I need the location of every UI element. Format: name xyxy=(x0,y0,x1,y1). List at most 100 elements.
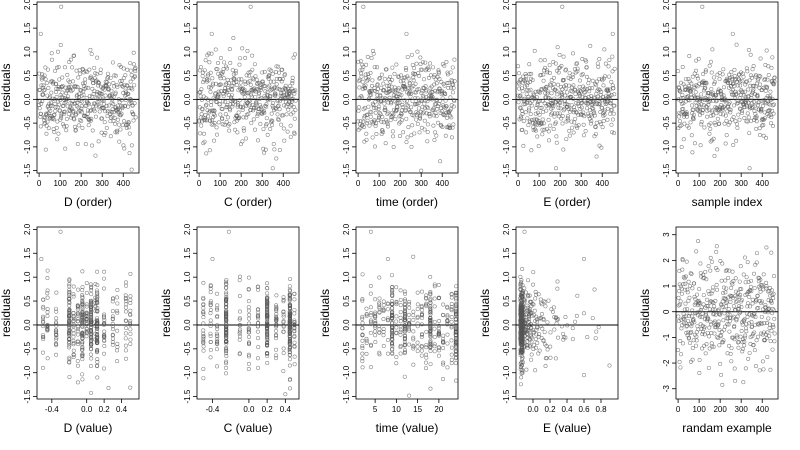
data-point xyxy=(518,293,523,298)
data-point xyxy=(698,261,703,266)
data-point xyxy=(688,120,693,125)
data-point xyxy=(92,65,97,70)
data-point xyxy=(282,103,287,108)
data-point xyxy=(246,342,251,347)
data-point xyxy=(228,78,233,83)
data-point xyxy=(682,112,687,117)
data-point xyxy=(291,110,296,115)
data-point xyxy=(432,335,437,340)
data-point xyxy=(545,68,550,73)
data-point xyxy=(761,123,766,128)
data-point xyxy=(101,366,106,371)
data-point xyxy=(215,315,220,320)
data-point xyxy=(199,87,204,92)
data-point xyxy=(237,115,242,120)
data-point xyxy=(410,113,415,118)
data-point xyxy=(700,107,705,112)
data-point xyxy=(763,303,768,308)
y-tick-label: 2.0 xyxy=(502,223,511,235)
data-point xyxy=(676,303,681,308)
data-point xyxy=(287,363,292,368)
data-point xyxy=(715,72,720,77)
data-point xyxy=(448,95,453,100)
data-point xyxy=(86,123,91,128)
data-point xyxy=(717,312,722,317)
data-point xyxy=(75,85,80,90)
data-point xyxy=(527,309,532,314)
y-axis-label: residuals xyxy=(159,289,173,337)
data-point xyxy=(407,327,412,332)
data-point xyxy=(79,119,84,124)
data-point xyxy=(59,4,64,9)
data-point xyxy=(119,111,124,116)
data-point xyxy=(246,111,251,116)
data-point xyxy=(391,144,396,149)
data-point xyxy=(697,370,702,375)
data-point xyxy=(76,123,81,128)
data-point xyxy=(769,250,774,255)
data-point xyxy=(54,316,59,321)
data-point xyxy=(62,109,67,114)
data-point xyxy=(237,334,242,339)
data-point xyxy=(260,70,265,75)
data-point xyxy=(226,81,231,86)
data-point xyxy=(445,314,450,319)
data-point xyxy=(248,70,253,75)
data-point xyxy=(127,131,132,136)
data-point xyxy=(423,84,428,89)
data-point xyxy=(693,90,698,95)
data-point xyxy=(208,324,213,329)
data-point xyxy=(373,121,378,126)
data-point xyxy=(445,115,450,120)
data-point xyxy=(74,68,79,73)
data-point xyxy=(748,304,753,309)
data-point xyxy=(743,97,748,102)
data-point xyxy=(47,116,52,121)
data-point xyxy=(451,104,456,109)
data-point xyxy=(760,359,765,364)
data-point xyxy=(398,343,403,348)
data-point xyxy=(732,366,737,371)
data-point xyxy=(387,89,392,94)
data-point xyxy=(224,324,229,329)
data-point xyxy=(448,125,453,130)
data-point xyxy=(201,334,206,339)
data-point xyxy=(560,4,565,9)
data-point xyxy=(265,302,270,307)
data-point xyxy=(292,362,297,367)
data-point xyxy=(84,329,89,334)
data-point xyxy=(594,83,599,88)
data-point xyxy=(729,70,734,75)
data-point xyxy=(360,272,365,277)
data-point xyxy=(38,99,43,104)
data-point xyxy=(610,69,615,74)
data-point xyxy=(110,324,115,329)
data-point xyxy=(429,84,434,89)
data-point xyxy=(537,121,542,126)
data-point xyxy=(428,310,433,315)
data-point xyxy=(58,229,63,234)
data-point xyxy=(723,113,728,118)
data-point xyxy=(535,103,540,108)
data-point xyxy=(442,83,447,88)
data-point xyxy=(121,90,126,95)
data-point xyxy=(449,361,454,366)
data-point xyxy=(258,121,263,126)
data-point xyxy=(360,67,365,72)
data-point xyxy=(770,55,775,60)
data-point xyxy=(542,342,547,347)
data-point xyxy=(407,305,412,310)
data-point xyxy=(61,103,66,108)
data-point xyxy=(392,85,397,90)
y-tick-label: 0 xyxy=(662,309,671,314)
data-point xyxy=(65,96,70,101)
data-point xyxy=(105,71,110,76)
data-point xyxy=(716,319,721,324)
data-point xyxy=(708,268,713,273)
data-point xyxy=(748,284,753,289)
x-tick-label: 100 xyxy=(532,179,546,188)
data-point xyxy=(106,75,111,80)
data-point xyxy=(110,309,115,314)
data-point xyxy=(718,334,723,339)
data-point xyxy=(267,73,272,78)
